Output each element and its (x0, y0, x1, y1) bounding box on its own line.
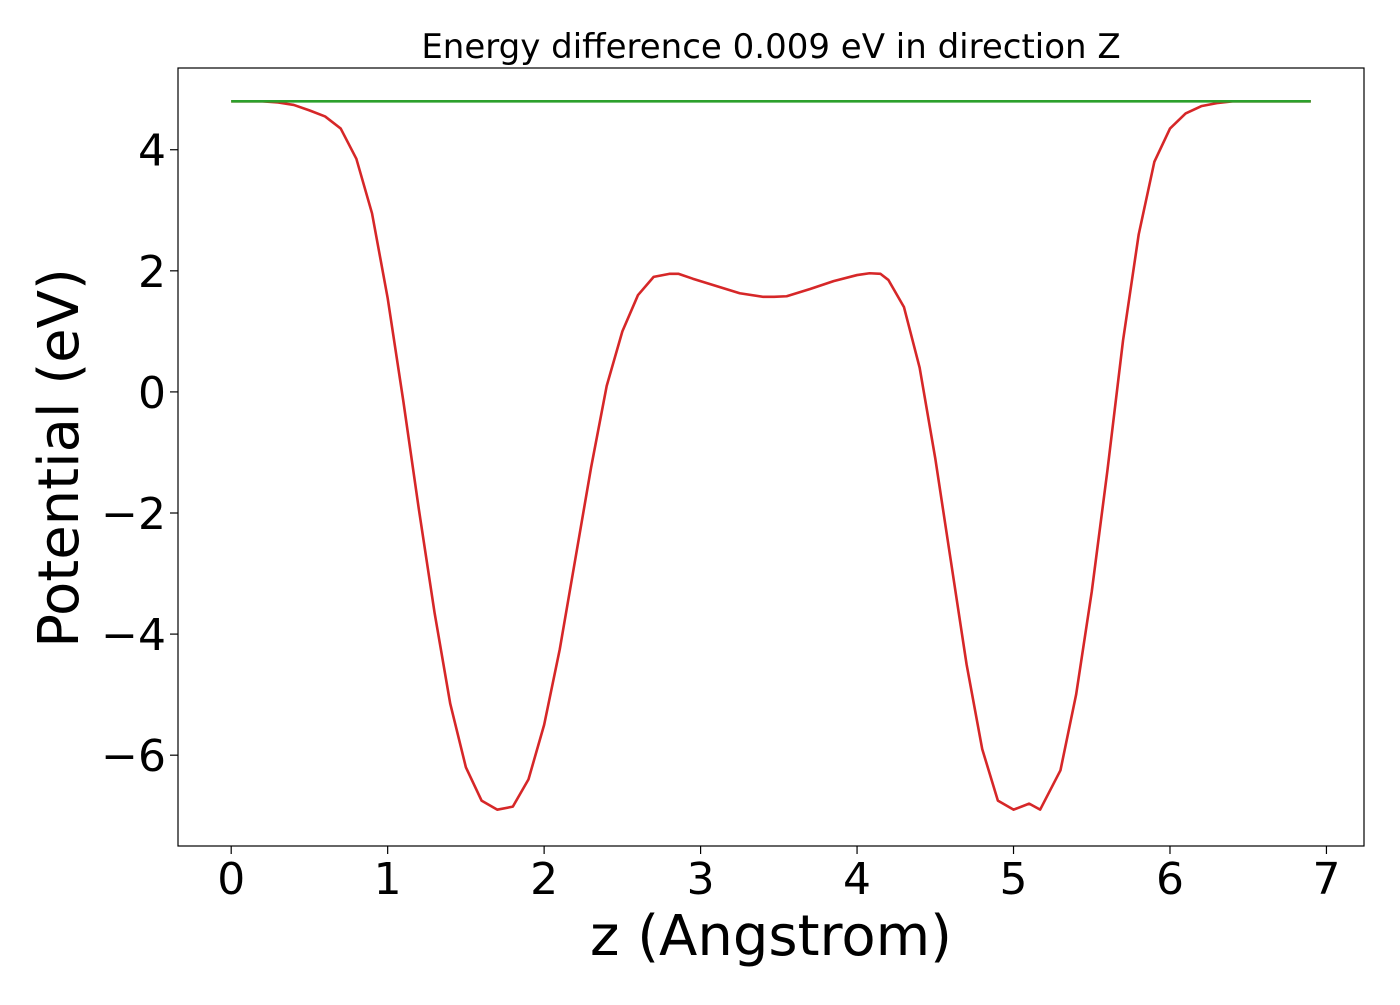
x-tick-label: 0 (217, 854, 245, 905)
y-tick-label: −4 (101, 610, 166, 661)
series-line-0 (231, 100, 1311, 811)
x-tick-label: 4 (843, 854, 871, 905)
y-axis-label: Potential (eV) (27, 268, 92, 648)
y-axis: −6 −4 −2 0 2 4 (101, 126, 178, 782)
x-tick-label: 6 (1156, 854, 1184, 905)
y-tick-label: −6 (101, 731, 166, 782)
plot-area (177, 67, 1365, 847)
x-tick-label: 2 (530, 854, 558, 905)
x-tick-label: 3 (687, 854, 715, 905)
x-axis: 0 1 2 3 4 5 6 7 (217, 846, 1340, 905)
plot-frame (177, 67, 1365, 847)
y-tick-label: 4 (138, 126, 166, 177)
x-axis-label: z (Angstrom) (590, 904, 952, 969)
x-tick-label: 7 (1312, 854, 1340, 905)
y-tick-label: 0 (138, 368, 166, 419)
x-tick-label: 1 (374, 854, 402, 905)
x-tick-label: 5 (1000, 854, 1028, 905)
chart-title: Energy difference 0.009 eV in direction … (421, 27, 1120, 67)
y-tick-label: 2 (138, 247, 166, 298)
y-tick-label: −2 (101, 489, 166, 540)
